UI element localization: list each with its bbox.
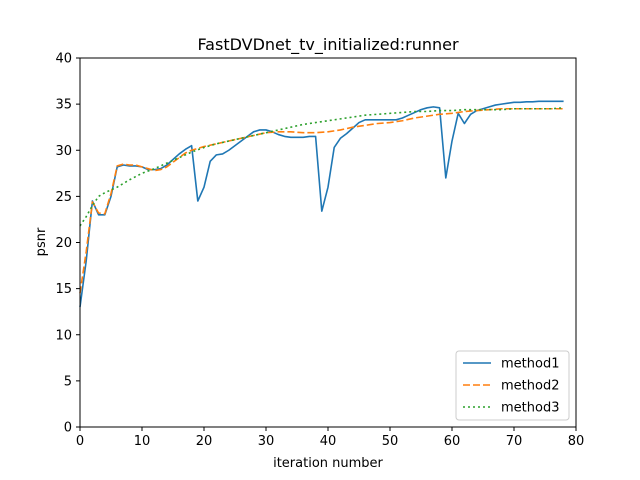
series-line-method2 [79, 107, 564, 294]
legend-label: method3 [501, 401, 559, 416]
y-tick-label: 40 [55, 52, 72, 67]
y-axis: 0 5 10 15 20 25 30 35 40 [55, 52, 80, 436]
x-tick-label: 60 [444, 434, 461, 449]
y-tick-label: 5 [64, 374, 72, 389]
x-tick-label: 50 [382, 434, 399, 449]
x-axis: 0 10 20 30 40 50 60 70 80 [76, 427, 584, 449]
x-tick-label: 10 [134, 434, 151, 449]
y-tick-label: 0 [64, 421, 72, 436]
x-tick-label: 30 [258, 434, 275, 449]
x-tick-label: 40 [320, 434, 337, 449]
series-line-method1 [79, 100, 564, 308]
y-tick-label: 15 [55, 282, 72, 297]
x-axis-title: iteration number [273, 456, 383, 471]
series-layer [79, 100, 564, 308]
legend-label: method1 [501, 357, 559, 372]
y-tick-label: 35 [55, 98, 72, 113]
x-tick-label: 0 [76, 434, 84, 449]
series-line-method3 [79, 107, 564, 227]
chart-title: FastDVDnet_tv_initialized:runner [197, 35, 459, 55]
legend-label: method2 [501, 379, 559, 394]
legend-box [455, 350, 570, 421]
y-axis-title: psnr [34, 227, 49, 256]
x-tick-label: 70 [506, 434, 523, 449]
y-tick-label: 20 [55, 236, 72, 251]
y-tick-label: 10 [55, 328, 72, 343]
legend: method1 method2 method3 [455, 350, 570, 421]
x-tick-label: 20 [196, 434, 213, 449]
y-tick-label: 25 [55, 190, 72, 205]
y-tick-label: 30 [55, 144, 72, 159]
x-tick-label: 80 [568, 434, 585, 449]
